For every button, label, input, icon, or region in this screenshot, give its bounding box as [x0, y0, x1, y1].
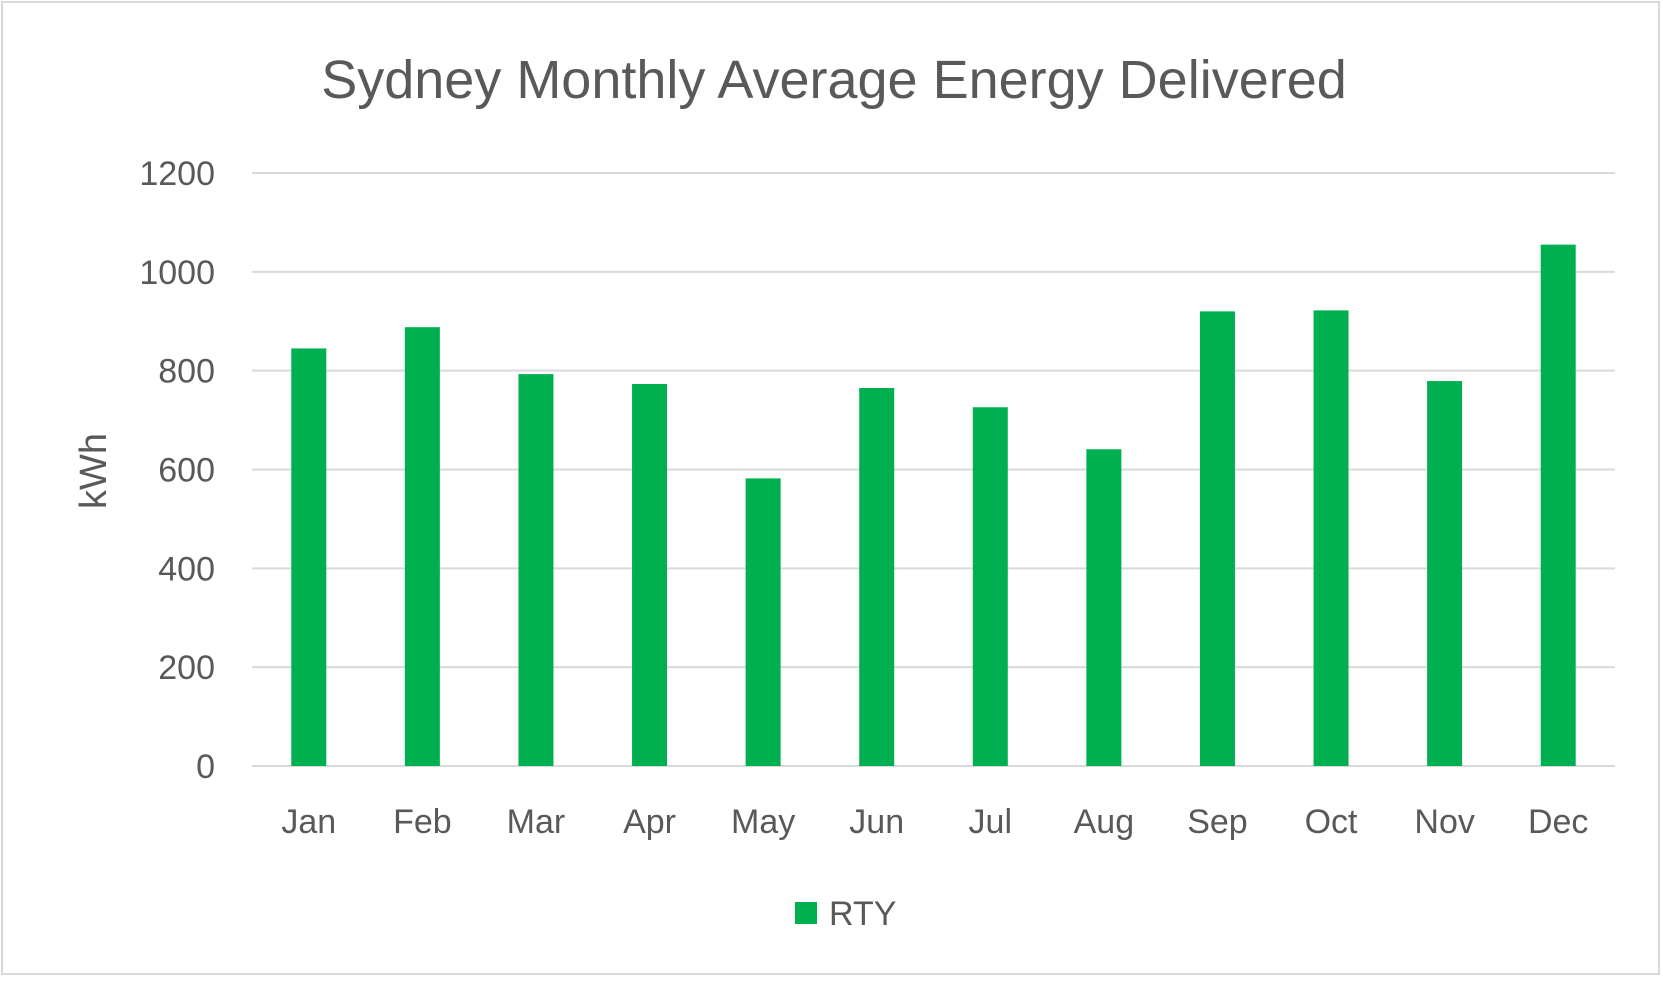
- chart-title: Sydney Monthly Average Energy Delivered: [321, 50, 1347, 110]
- y-tick-label: 1200: [139, 155, 215, 193]
- bar-apr: [632, 384, 668, 766]
- bar-oct: [1313, 310, 1349, 766]
- bar-jan: [291, 348, 327, 766]
- bar-chart: Sydney Monthly Average Energy Delivered …: [73, 50, 1615, 933]
- y-tick-label: 600: [158, 452, 215, 490]
- bar-feb: [404, 327, 440, 766]
- y-tick-label: 800: [158, 353, 215, 391]
- bar-sep: [1199, 311, 1235, 766]
- y-tick-label: 200: [158, 649, 215, 687]
- x-tick-label-apr: Apr: [623, 803, 676, 841]
- x-tick-label-sep: Sep: [1187, 803, 1248, 841]
- x-tick-label-aug: Aug: [1074, 803, 1135, 841]
- bar-jul: [972, 407, 1008, 766]
- bar-nov: [1427, 381, 1463, 766]
- x-tick-label-nov: Nov: [1414, 803, 1474, 841]
- bars: [291, 244, 1576, 766]
- bar-aug: [1086, 449, 1122, 766]
- x-tick-label-oct: Oct: [1305, 803, 1358, 841]
- y-axis-label: kWh: [73, 433, 115, 509]
- y-tick-label: 0: [196, 748, 215, 786]
- x-tick-label-mar: Mar: [507, 803, 566, 841]
- x-tick-label-feb: Feb: [393, 803, 452, 841]
- y-tick-labels: 0 200 400 600 800 1000 1200: [139, 155, 215, 786]
- x-tick-label-may: May: [731, 803, 795, 841]
- bar-jun: [859, 387, 895, 766]
- y-tick-label: 1000: [139, 254, 215, 292]
- x-tick-label-jun: Jun: [849, 803, 904, 841]
- y-tick-label: 400: [158, 550, 215, 588]
- x-tick-label-dec: Dec: [1528, 803, 1588, 841]
- bar-mar: [518, 374, 554, 766]
- x-tick-labels: Jan Feb Mar Apr May Jun Jul Aug Sep Oct Nov Dec: [281, 803, 1588, 841]
- bar-may: [745, 478, 781, 766]
- legend: RTY: [795, 895, 896, 933]
- gridlines: [252, 172, 1615, 767]
- x-tick-label-jan: Jan: [281, 803, 336, 841]
- legend-swatch-rty: [795, 902, 817, 924]
- bar-dec: [1540, 244, 1576, 766]
- x-tick-label-jul: Jul: [969, 803, 1012, 841]
- legend-label-rty: RTY: [829, 895, 896, 933]
